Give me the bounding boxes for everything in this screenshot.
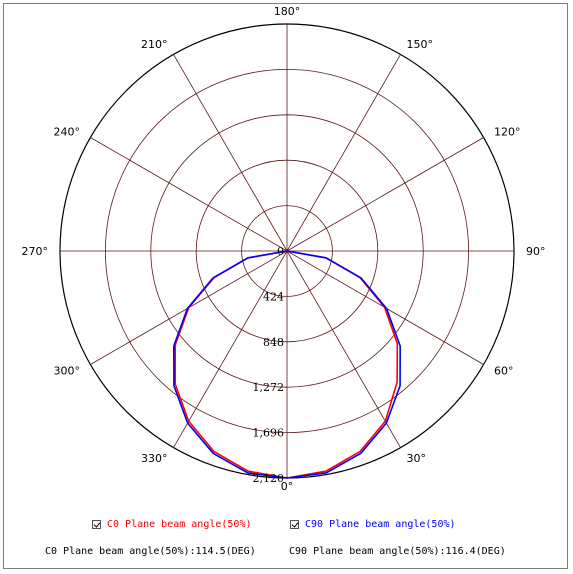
angle-label: 270° (22, 245, 49, 258)
polar-labels: 0° 30° 60° 90° 120° 150° 180° 210° 240° 270° 300° 3… (22, 5, 546, 493)
radial-label: 424 (263, 290, 284, 303)
summary-c0: C0 Plane beam angle(50%):114.5(DEG) (45, 546, 256, 557)
legend: C0 Plane beam angle(50%) C90 Plane beam … (0, 519, 573, 535)
polar-spoke (286, 137, 484, 252)
summary-c90: C90 Plane beam angle(50%):116.4(DEG) (289, 546, 506, 557)
chart-frame (3, 3, 568, 569)
angle-label: 240° (54, 126, 81, 139)
polar-spoke (90, 137, 288, 252)
series-curve-0 (174, 250, 399, 479)
angle-label: 120° (494, 126, 521, 139)
legend-item-c90[interactable]: C90 Plane beam angle(50%) (290, 519, 456, 530)
checkbox-c90[interactable] (290, 520, 299, 529)
legend-label-c90: C90 Plane beam angle(50%) (305, 519, 456, 530)
angle-label: 330° (141, 452, 168, 465)
polar-spoke (286, 250, 401, 448)
angle-label: 90° (526, 245, 546, 258)
polar-grid (59, 23, 515, 479)
angle-label: 30° (407, 452, 427, 465)
polar-curves (173, 250, 401, 479)
radial-label: 848 (263, 336, 284, 349)
polar-spoke (173, 54, 288, 252)
radial-label: 0 (277, 245, 284, 258)
angle-label: 0° (281, 480, 294, 493)
series-curve-1 (173, 250, 401, 479)
polar-spoke (173, 250, 288, 448)
radial-label: 1,272 (253, 381, 285, 394)
legend-item-c0[interactable]: C0 Plane beam angle(50%) (92, 519, 252, 530)
checkbox-c0[interactable] (92, 520, 101, 529)
angle-label: 180° (274, 5, 301, 18)
angle-label: 150° (407, 38, 434, 51)
radial-label: 1,696 (253, 427, 285, 440)
angle-label: 300° (54, 365, 81, 378)
angle-label: 60° (494, 365, 514, 378)
radial-label: 2,120 (253, 472, 285, 485)
polar-spoke (286, 54, 401, 252)
beam-angle-summary: C0 Plane beam angle(50%):114.5(DEG) C90 … (0, 546, 573, 562)
legend-label-c0: C0 Plane beam angle(50%) (107, 519, 252, 530)
angle-label: 210° (141, 38, 168, 51)
